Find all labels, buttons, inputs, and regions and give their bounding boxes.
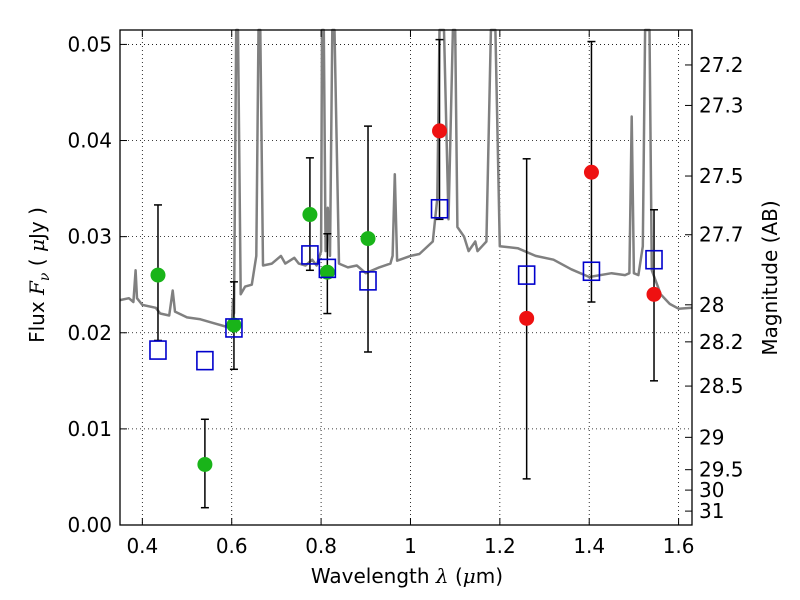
green-data-point xyxy=(226,317,242,333)
marker-layer xyxy=(149,123,663,472)
model-square-marker xyxy=(149,340,167,360)
model-square-marker xyxy=(645,249,663,270)
x-tick-label: 1.4 xyxy=(573,534,605,558)
green-data-point xyxy=(197,456,213,472)
red-data-point xyxy=(519,310,535,326)
mag-tick-label: 29 xyxy=(699,425,724,449)
mag-tick-label: 29.5 xyxy=(699,458,744,482)
x-tick-label: 0.6 xyxy=(216,534,248,558)
red-data-point xyxy=(432,123,448,139)
x-tick-label: 0.8 xyxy=(305,534,337,558)
model-square-marker xyxy=(225,318,243,338)
model-square-marker xyxy=(582,261,601,282)
plot-frame xyxy=(119,29,693,526)
green-data-point xyxy=(360,231,376,247)
grid-lines xyxy=(120,30,692,526)
mag-tick-label: 31 xyxy=(699,499,724,523)
y2-axis-label: Magnitude (AB) xyxy=(758,200,782,355)
mag-tick-label: 30 xyxy=(699,478,724,502)
axis-ticks: 0.4 0.6 0.8 1 1.2 1.4 1.6 0.00 0.01 0.02 0.03 0.04 0… xyxy=(67,30,744,558)
y-tick-label: 0.02 xyxy=(67,321,112,345)
mag-tick-label: 27.3 xyxy=(699,93,744,117)
x-axis-label: Wavelength λ (μm) xyxy=(311,564,503,588)
model-square-marker xyxy=(196,350,214,371)
y-tick-label: 0.01 xyxy=(67,417,112,441)
green-data-point xyxy=(319,264,335,280)
y-tick-label: 0.04 xyxy=(67,129,112,153)
mag-tick-label: 27.2 xyxy=(699,53,744,77)
y-tick-label: 0.00 xyxy=(67,513,112,537)
y-tick-label: 0.03 xyxy=(67,225,112,249)
green-data-point xyxy=(150,267,166,283)
x-tick-label: 1 xyxy=(404,534,417,558)
y-axis-label: Flux Fν ( μJy ) xyxy=(25,207,53,343)
red-data-point xyxy=(583,164,599,180)
mag-tick-label: 28 xyxy=(699,293,724,317)
mag-tick-label: 27.7 xyxy=(699,223,744,247)
model-square-marker xyxy=(318,258,337,279)
y-tick-label: 0.05 xyxy=(67,32,112,56)
model-square-marker xyxy=(359,271,377,291)
spectrum-layer xyxy=(119,28,693,330)
model-square-marker xyxy=(517,265,536,285)
x-tick-label: 0.4 xyxy=(126,534,158,558)
green-data-point xyxy=(302,207,318,223)
mag-tick-label: 28.2 xyxy=(699,330,744,354)
mag-tick-label: 28.5 xyxy=(699,374,744,398)
x-tick-label: 1.6 xyxy=(663,534,695,558)
spectrum-line xyxy=(119,28,693,330)
model-square-marker xyxy=(301,245,319,265)
mag-tick-label: 27.5 xyxy=(699,164,744,188)
x-tick-label: 1.2 xyxy=(484,534,516,558)
model-square-marker xyxy=(430,198,449,219)
red-data-point xyxy=(646,286,662,302)
